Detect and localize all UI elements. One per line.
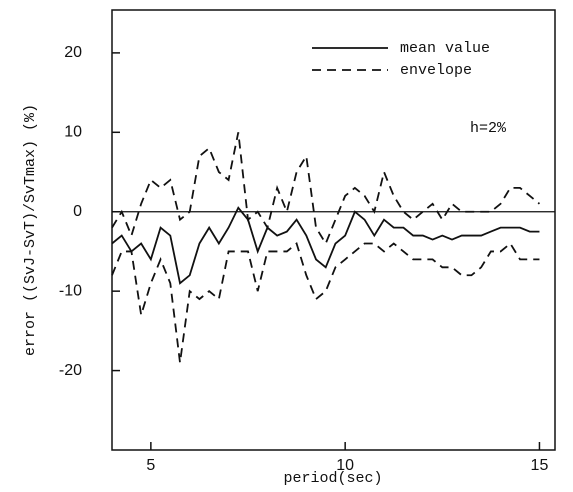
y-tick-label: 10 — [64, 124, 82, 141]
series-line — [111, 206, 540, 285]
x-tick-label: 10 — [336, 457, 354, 474]
legend-label: envelope — [400, 62, 472, 79]
series-line — [111, 241, 540, 363]
x-tick-label: 5 — [146, 457, 155, 474]
x-tick-label: 15 — [531, 457, 549, 474]
plot-frame — [111, 9, 556, 451]
annotation: h=2% — [470, 120, 507, 137]
y-tick-label: 0 — [73, 203, 82, 220]
y-tick-label: -20 — [59, 362, 82, 379]
series-line — [111, 132, 541, 246]
y-axis-label: error ((SvJ-SvT)/SvTmax) (%) — [22, 104, 39, 356]
y-tick-label: 20 — [64, 44, 82, 61]
legend-label: mean value — [400, 40, 490, 57]
y-tick-label: -10 — [59, 282, 82, 299]
x-axis-label: period(sec) — [283, 470, 382, 487]
